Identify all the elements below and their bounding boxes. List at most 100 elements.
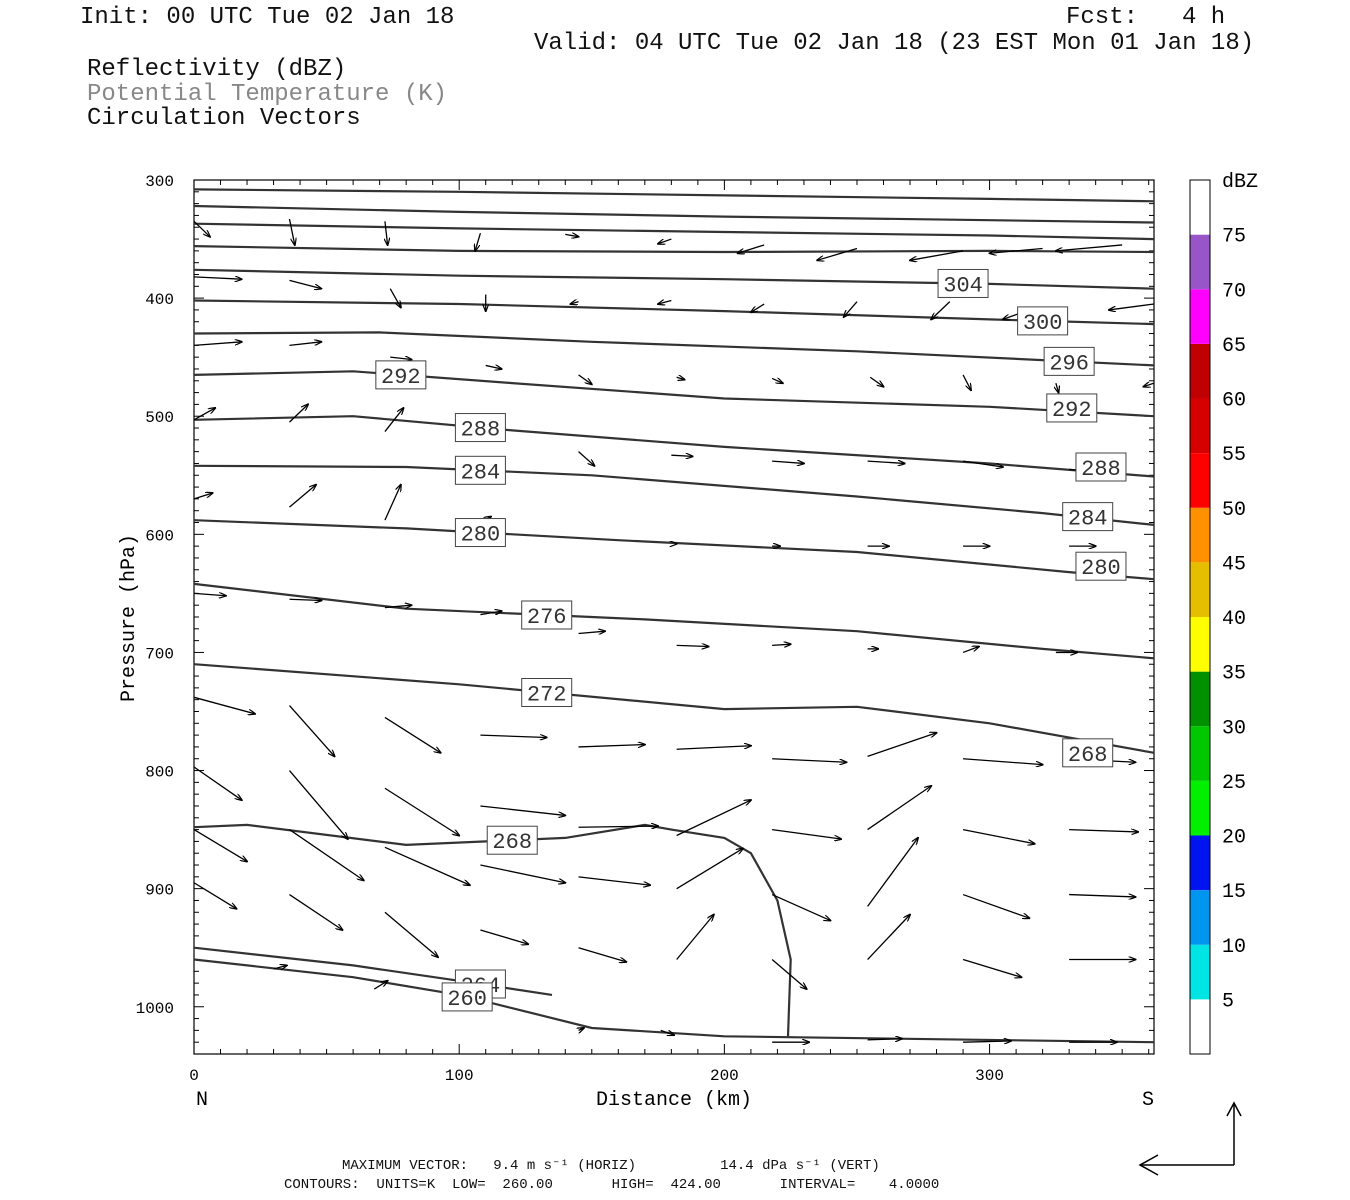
colorbar-label: 60 — [1222, 390, 1246, 413]
contour-label-box — [441, 982, 493, 1012]
circulation-vector — [193, 882, 236, 909]
y-tick-labels: 300 400 500 600 700 800 900 1000 — [136, 173, 174, 1018]
colorbar-segment — [1190, 726, 1210, 781]
circulation-vector — [578, 745, 645, 747]
circulation-vector — [962, 958, 1021, 978]
colorbar-segment — [1190, 944, 1210, 1000]
circulation-vector — [193, 220, 210, 236]
circulation-vector — [671, 455, 692, 456]
colorbar-label: 50 — [1222, 499, 1246, 522]
circulation-vector — [962, 893, 1029, 919]
colorbar-segment — [1190, 999, 1210, 1054]
contour-label-box — [486, 825, 538, 855]
circulation-vector — [475, 232, 482, 251]
field-reflectivity: Reflectivity (dBZ) — [87, 56, 347, 83]
circulation-vector — [844, 301, 858, 317]
colorbar-segment — [1190, 562, 1210, 617]
circulation-vector — [867, 838, 918, 907]
y-tick-label: 300 — [145, 173, 174, 191]
circulation-vector — [389, 288, 401, 308]
contour-label-box — [1075, 551, 1127, 581]
colorbar-label: 15 — [1222, 881, 1246, 904]
colorbar-label: 75 — [1222, 226, 1246, 249]
isentrope — [193, 415, 1155, 478]
circulation-vector — [990, 247, 1043, 254]
y-tick-label: 900 — [145, 882, 174, 900]
contour-label: 300 — [1023, 311, 1063, 336]
field-circulation-vectors: Circulation Vectors — [87, 105, 361, 132]
circulation-vector — [384, 911, 438, 957]
y-tick-label: 400 — [145, 291, 174, 309]
colorbar-label: 35 — [1222, 663, 1246, 686]
circulation-vector — [676, 915, 714, 960]
x-axis-title: Distance (km) — [596, 1089, 752, 1112]
circulation-vector — [676, 377, 685, 379]
circulation-vector — [571, 302, 579, 304]
contour-label-box — [454, 455, 506, 485]
x-tick-label: 100 — [445, 1067, 474, 1085]
isentrope — [193, 245, 1155, 254]
circulation-vector — [480, 611, 501, 616]
contour-label-box — [1062, 738, 1114, 768]
colorbar-segment — [1190, 398, 1210, 454]
circulation-vector — [658, 300, 672, 304]
colorbar-label: 45 — [1222, 553, 1246, 576]
plot-frame — [193, 179, 1155, 1055]
contour-label: 288 — [1081, 457, 1121, 482]
circulation-vector — [963, 758, 1043, 765]
circulation-vector — [676, 645, 709, 646]
isentrope — [193, 663, 1155, 754]
valid-time: Valid: 04 UTC Tue 02 Jan 18 (23 EST Mon … — [534, 30, 1255, 57]
init-time: Init: 00 UTC Tue 02 Jan 18 — [80, 4, 455, 31]
y-axis-title: Pressure (hPa) — [118, 534, 141, 702]
x-right-label: S — [1142, 1089, 1154, 1112]
colorbar-frame — [1189, 179, 1211, 1055]
contour-label: 304 — [943, 273, 983, 298]
x-left-label: N — [196, 1089, 208, 1112]
circulation-vector — [289, 599, 321, 600]
circulation-vector — [772, 461, 804, 463]
circulation-vector — [676, 848, 743, 890]
isentrope — [193, 519, 1155, 581]
circulation-vector — [578, 374, 592, 384]
circulation-vector — [193, 593, 226, 595]
forecast-hours: 4 h — [1182, 4, 1226, 31]
colorbar-segment — [1190, 890, 1210, 945]
reflectivity-colorbar: 5 10 15 20 25 30 35 40 45 50 55 60 65 70 75 — [1189, 179, 1246, 1055]
circulation-vector — [751, 303, 765, 312]
contour-label-box — [1017, 306, 1069, 336]
circulation-vector — [578, 947, 627, 962]
y-tick-label: 600 — [145, 527, 174, 545]
contour-label: 280 — [1081, 556, 1121, 581]
isentrope — [193, 823, 792, 1037]
circulation-vector — [273, 965, 287, 969]
circulation-vector — [384, 605, 412, 607]
colorbar-label: 20 — [1222, 827, 1246, 850]
contour-label: 272 — [527, 683, 567, 708]
colorbar-label: 55 — [1222, 444, 1246, 467]
contour-label: 292 — [381, 365, 421, 390]
colorbar-segment — [1190, 453, 1210, 508]
contour-label-box — [454, 518, 506, 548]
circulation-vector — [193, 829, 247, 862]
circulation-vector — [390, 357, 411, 359]
circulation-vector — [480, 805, 565, 815]
circulation-vector — [771, 378, 783, 383]
circulation-vector — [738, 244, 765, 253]
circulation-vector — [480, 929, 528, 944]
circulation-vector — [578, 631, 606, 633]
circulation-vector — [384, 716, 441, 752]
circulation-vector — [373, 981, 387, 990]
contour-label: 284 — [1068, 507, 1108, 532]
contour-label-box — [1062, 502, 1114, 532]
circulation-vector — [385, 221, 388, 245]
minor-ticks — [193, 179, 1154, 1055]
isentrope — [193, 582, 1155, 660]
contour-label-box — [521, 600, 573, 630]
field-potential-temperature: Potential Temperature (K) — [87, 81, 448, 108]
isentrope — [193, 204, 1155, 224]
circulation-vector — [963, 1041, 1011, 1042]
circulation-vector — [772, 758, 846, 763]
circulation-vector — [289, 829, 363, 881]
